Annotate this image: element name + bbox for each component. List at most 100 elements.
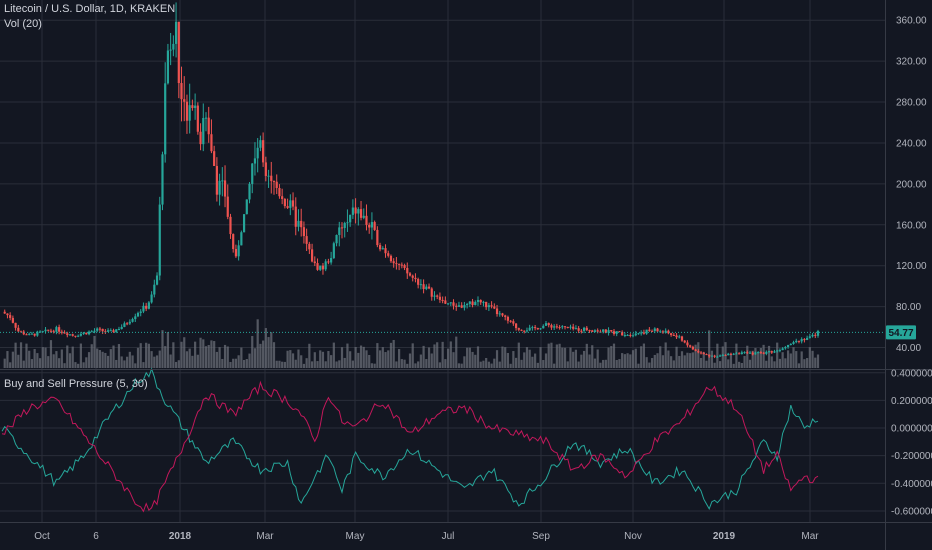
candle-body <box>476 299 480 302</box>
volume-bar <box>101 351 104 368</box>
volume-bar <box>607 347 610 368</box>
volume-bar <box>757 352 760 368</box>
candle-body <box>514 323 518 329</box>
volume-bar <box>93 335 96 368</box>
volume-bar <box>297 349 300 368</box>
candle-body <box>566 326 569 328</box>
indicator-tick-label: -0.200000 <box>891 451 932 462</box>
candle-body <box>694 349 697 351</box>
candle-body <box>561 326 564 328</box>
volume-bar <box>381 347 384 368</box>
candle-body <box>275 181 278 188</box>
volume-bar <box>784 358 787 368</box>
volume-bar <box>691 352 694 368</box>
candle-body <box>180 83 183 100</box>
candle-body <box>25 334 28 336</box>
volume-bar <box>117 344 121 368</box>
volume-bar <box>460 363 463 368</box>
volume-bar <box>58 358 61 368</box>
candle-body <box>71 334 74 336</box>
candle-body <box>164 83 167 155</box>
candle-body <box>457 305 461 307</box>
candle-body <box>441 299 444 301</box>
candle-body <box>765 351 768 354</box>
volume-bar <box>191 355 194 368</box>
candle-body <box>281 196 284 199</box>
volume-bar <box>735 343 738 368</box>
volume-bar <box>653 354 656 368</box>
volume-bar <box>324 361 327 368</box>
candle-body <box>150 294 153 303</box>
volume-bar <box>523 352 526 368</box>
volume-bar <box>493 358 496 368</box>
candle-body <box>123 323 126 327</box>
candle-body <box>283 198 286 207</box>
volume-bar <box>226 346 229 368</box>
volume-bar <box>686 352 689 368</box>
volume-bar <box>96 348 99 368</box>
volume-bar <box>90 344 93 368</box>
candle-body <box>501 313 504 316</box>
volume-bar <box>340 347 344 368</box>
candle-body <box>604 329 607 333</box>
candle-body <box>297 220 300 227</box>
candle-body <box>482 301 485 303</box>
volume-bar <box>650 358 654 368</box>
candle-body <box>449 302 452 304</box>
candle-body <box>718 355 722 357</box>
volume-bar <box>351 360 354 368</box>
candle-body <box>417 279 420 285</box>
volume-bar <box>430 353 433 368</box>
candle-body <box>158 204 161 276</box>
volume-bar <box>68 353 72 368</box>
volume-bar <box>215 351 218 368</box>
volume-bar <box>248 353 251 368</box>
candle-body <box>338 227 341 236</box>
volume-bar <box>362 346 365 368</box>
candle-body <box>408 273 412 276</box>
volume-bar <box>256 319 259 368</box>
candle-body <box>128 321 131 324</box>
volume-bar <box>52 354 55 368</box>
candle-body <box>738 353 741 355</box>
candle-body <box>648 329 651 331</box>
volume-bar <box>816 354 820 368</box>
last-price-badge-label: 54.77 <box>888 328 913 339</box>
volume-bar <box>313 352 316 368</box>
candle-body <box>555 326 558 328</box>
volume-bar <box>525 347 529 368</box>
candle-body <box>602 329 605 332</box>
candle-body <box>313 261 316 264</box>
volume-bar <box>169 354 172 368</box>
volume-bar <box>63 363 66 368</box>
volume-bar <box>501 346 504 368</box>
volume-bar <box>153 356 156 368</box>
volume-bar <box>359 345 363 368</box>
candle-body <box>79 333 82 336</box>
candle-body <box>471 301 474 306</box>
candle-body <box>705 354 708 356</box>
candle-body <box>136 312 140 317</box>
candle-body <box>354 207 357 214</box>
candle-body <box>6 313 9 316</box>
volume-bar <box>319 350 322 368</box>
candle-body <box>656 328 659 332</box>
candle-body <box>226 196 229 217</box>
candle-body <box>44 329 47 332</box>
candle-body <box>87 331 91 335</box>
volume-bar <box>327 350 330 368</box>
candle-body <box>74 335 77 337</box>
candle-body <box>536 328 539 330</box>
date-tick-label: Jul <box>442 531 455 542</box>
candle-body <box>485 301 488 308</box>
volume-bar <box>291 353 295 368</box>
volume-bar <box>767 345 771 368</box>
candle-body <box>106 330 110 332</box>
candle-body <box>155 275 159 285</box>
volume-bar <box>343 357 346 368</box>
volume-bar <box>354 347 357 368</box>
volume-bar <box>251 335 254 368</box>
candle-body <box>310 249 314 262</box>
candle-body <box>634 333 637 336</box>
